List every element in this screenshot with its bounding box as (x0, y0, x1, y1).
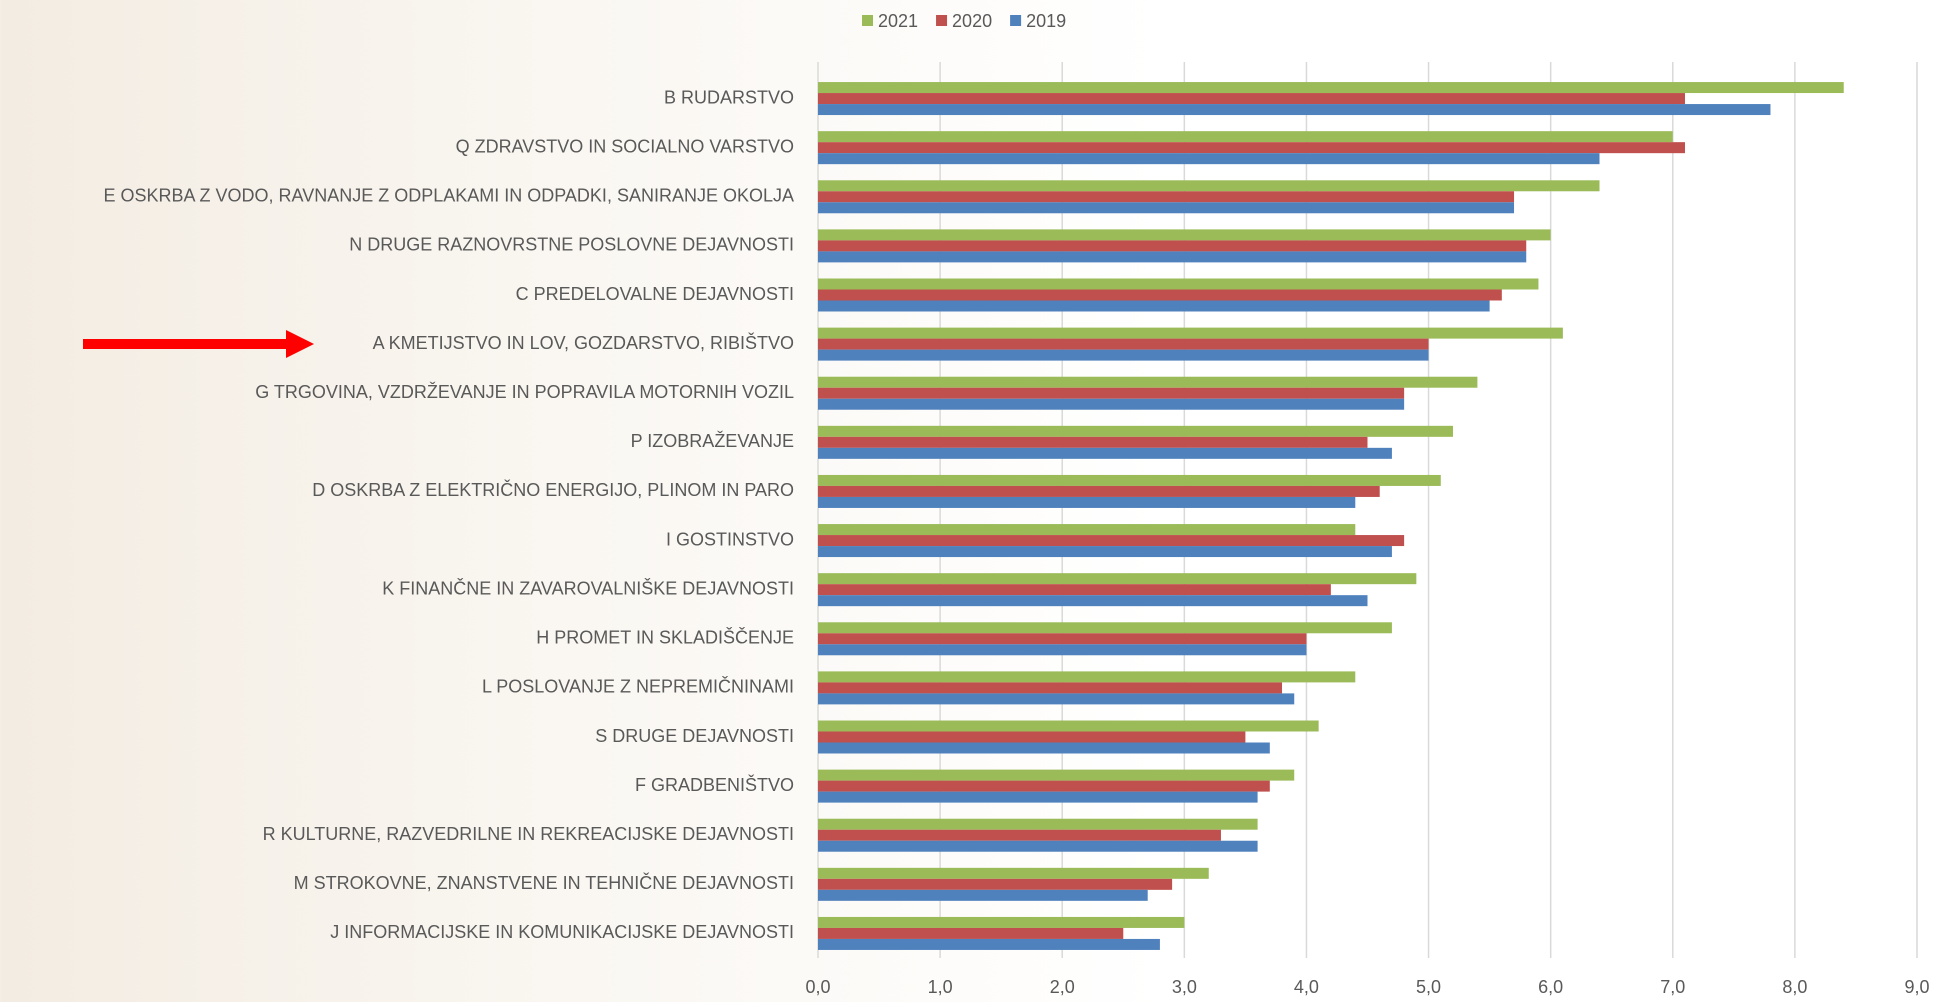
bar (818, 376, 1478, 388)
bar (818, 485, 1380, 497)
x-tick-label: 1,0 (928, 977, 953, 997)
bar (818, 338, 1429, 350)
bar (818, 535, 1405, 547)
bar (818, 142, 1685, 154)
y-tick-label: B RUDARSTVO (664, 87, 794, 107)
bar (818, 584, 1331, 596)
bar (818, 436, 1368, 448)
bar (818, 731, 1246, 743)
x-tick-label: 6,0 (1538, 977, 1563, 997)
y-tick-label: N DRUGE RAZNOVRSTNE POSLOVNE DEJAVNOSTI (349, 235, 794, 255)
bar (818, 82, 1844, 94)
y-tick-label: P IZOBRAŽEVANJE (631, 431, 794, 451)
bar (818, 867, 1209, 879)
bar (818, 878, 1173, 890)
bar (818, 447, 1392, 459)
bar (818, 595, 1368, 607)
y-tick-label: S DRUGE DEJAVNOSTI (595, 726, 794, 746)
bar (818, 229, 1551, 241)
bar (818, 289, 1502, 301)
bar (818, 916, 1185, 928)
x-tick-label: 4,0 (1294, 977, 1319, 997)
x-tick-label: 0,0 (805, 977, 830, 997)
bar (818, 349, 1429, 361)
y-tick-label: H PROMET IN SKLADIŠČENJE (536, 627, 794, 648)
bar (818, 840, 1258, 852)
y-tick-label: D OSKRBA Z ELEKTRIČNO ENERGIJO, PLINOM I… (312, 479, 794, 500)
y-tick-label: L POSLOVANJE Z NEPREMIČNINAMI (482, 676, 794, 697)
y-tick-label: A KMETIJSTVO IN LOV, GOZDARSTVO, RIBIŠTV… (373, 332, 794, 353)
arrow-shaft (83, 339, 288, 349)
bar (818, 524, 1356, 536)
y-tick-label: K FINANČNE IN ZAVAROVALNIŠKE DEJAVNOSTI (382, 577, 794, 598)
bar (818, 633, 1307, 645)
bar (818, 769, 1295, 781)
bar (818, 153, 1600, 165)
y-tick-label: Q ZDRAVSTVO IN SOCIALNO VARSTVO (456, 136, 794, 156)
bar (818, 791, 1258, 803)
legend-swatch (862, 15, 873, 26)
bar (818, 202, 1515, 214)
legend-swatch (936, 15, 948, 26)
legend-swatch (1010, 15, 1022, 26)
bar (818, 573, 1417, 585)
bar (818, 693, 1295, 705)
bar (818, 474, 1441, 486)
bar (818, 425, 1453, 437)
bar (818, 742, 1270, 754)
bar (818, 496, 1356, 508)
bar (818, 780, 1270, 792)
x-tick-label: 2,0 (1050, 977, 1075, 997)
bar (818, 93, 1685, 105)
bar (818, 889, 1148, 901)
bar (818, 818, 1258, 830)
y-tick-label: I GOSTINSTVO (666, 529, 794, 549)
bar (818, 300, 1490, 312)
bar (818, 829, 1221, 841)
x-tick-label: 3,0 (1172, 977, 1197, 997)
x-tick-label: 7,0 (1660, 977, 1685, 997)
legend-label: 2021 (878, 11, 918, 31)
highlight-arrow (83, 330, 314, 358)
bar (818, 180, 1600, 192)
bar (818, 682, 1283, 694)
bar (818, 278, 1539, 290)
y-tick-label: F GRADBENIŠTVO (635, 774, 794, 795)
y-tick-label: J INFORMACIJSKE IN KOMUNIKACIJSKE DEJAVN… (330, 922, 794, 942)
x-tick-label: 8,0 (1782, 977, 1807, 997)
bar (818, 720, 1319, 732)
bar (818, 251, 1527, 263)
bar (818, 927, 1124, 939)
y-tick-label: M STROKOVNE, ZNANSTVENE IN TEHNIČNE DEJA… (294, 872, 794, 893)
bar (818, 131, 1673, 143)
bar (818, 191, 1515, 203)
y-tick-label: E OSKRBA Z VODO, RAVNANJE Z ODPLAKAMI IN… (104, 186, 795, 206)
bar (818, 387, 1405, 399)
bar (818, 546, 1392, 558)
bar (818, 938, 1160, 950)
legend-label: 2019 (1026, 11, 1066, 31)
x-tick-label: 9,0 (1904, 977, 1929, 997)
bar (818, 327, 1563, 339)
bar (818, 398, 1405, 410)
x-tick-label: 5,0 (1416, 977, 1441, 997)
y-tick-label: C PREDELOVALNE DEJAVNOSTI (516, 284, 794, 304)
bar (818, 240, 1527, 252)
bar (818, 622, 1392, 634)
legend-label: 2020 (952, 11, 992, 31)
bar (818, 671, 1356, 683)
bar (818, 104, 1771, 116)
y-tick-label: G TRGOVINA, VZDRŽEVANJE IN POPRAVILA MOT… (255, 382, 794, 402)
y-tick-label: R KULTURNE, RAZVEDRILNE IN REKREACIJSKE … (263, 824, 794, 844)
bar (818, 644, 1307, 656)
arrow-head (286, 330, 314, 358)
